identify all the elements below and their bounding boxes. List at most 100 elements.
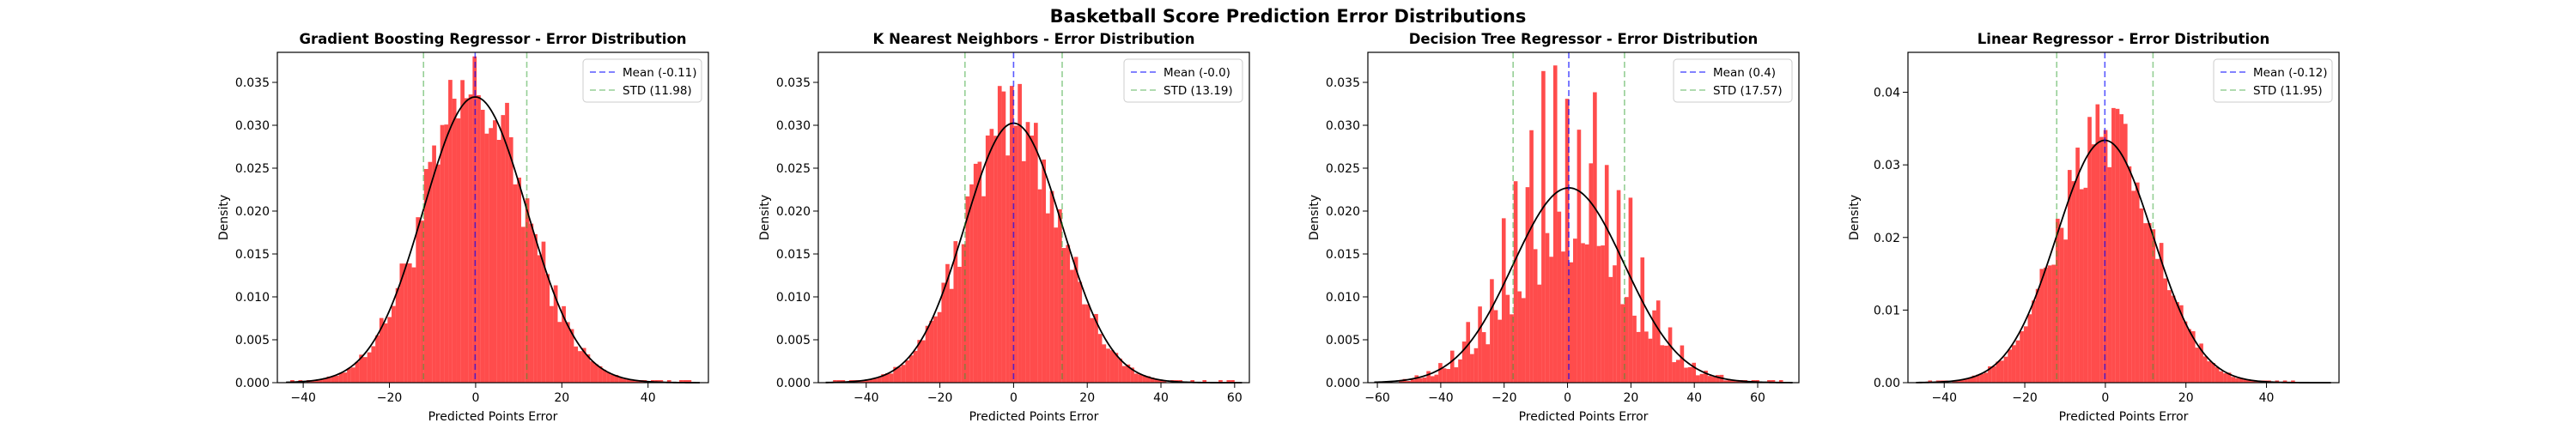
histogram-bar (635, 380, 639, 383)
y-tick-label: 0.04 (1874, 87, 1900, 100)
histogram-bar (2099, 136, 2104, 383)
histogram-bar (1478, 306, 1482, 383)
histogram-bar (1596, 245, 1601, 383)
histogram-bar (1604, 165, 1609, 383)
histogram-bar (1541, 70, 1546, 383)
histogram-bar (2147, 222, 2152, 383)
y-tick-label: 0.010 (235, 291, 270, 305)
histogram-bar (553, 285, 558, 383)
axes-frame (1367, 51, 1800, 384)
histogram-bar (598, 366, 603, 383)
legend-box (582, 58, 702, 103)
histogram-bar (2179, 305, 2184, 383)
histogram-bar (981, 196, 986, 383)
subplot-3: −60 −40 −20 0 20 40 60 0.000 0.005 0.010 0.015 0.02… (1308, 31, 1800, 424)
histogram-bar (1505, 294, 1510, 383)
legend-mean-label: Mean (-0.12) (2253, 66, 2328, 80)
histogram-bar (1778, 380, 1783, 383)
histogram-bar (2039, 269, 2044, 383)
axes-frame (276, 51, 709, 384)
y-tick-label: 0.010 (776, 291, 811, 305)
histogram-bar (1426, 371, 1431, 383)
histogram-bar (2000, 360, 2004, 383)
histogram-bar (326, 376, 331, 383)
x-axis-label: Predicted Points Error (2059, 410, 2189, 424)
histogram-bar (1422, 377, 1427, 383)
histogram-bar (1664, 345, 1668, 383)
histogram-bar (1584, 244, 1589, 383)
histogram-bar (2063, 239, 2068, 383)
histogram-bar (2246, 380, 2251, 383)
histogram-bar (1964, 378, 1968, 383)
histogram-bar (2003, 356, 2008, 383)
histogram-bar (1419, 378, 1423, 383)
histogram-bar (1114, 353, 1119, 383)
histogram-bar (933, 316, 938, 383)
y-axis-label: Density (217, 195, 231, 240)
histogram-bar (1517, 291, 1522, 383)
histogram-bar (496, 140, 501, 383)
histogram-bar (1030, 135, 1034, 384)
legend: Mean (-0.11) STD (11.98) (582, 58, 702, 103)
histogram-bar (1984, 372, 1989, 383)
histogram-bar (1573, 239, 1577, 383)
figure-suptitle: Basketball Score Prediction Error Distri… (1050, 6, 1527, 27)
histogram-bar (833, 380, 837, 383)
histogram-bar (606, 372, 611, 383)
y-axis-label: Density (1848, 195, 1862, 240)
histogram-bar (1996, 361, 2001, 383)
histogram-bar (925, 325, 930, 383)
histogram-bar (2067, 170, 2072, 383)
legend-mean-label: Mean (0.4) (1713, 66, 1776, 80)
y-tick-label: 0.020 (776, 205, 811, 219)
histogram-bar (2115, 108, 2120, 384)
histogram-bar (1481, 332, 1486, 383)
histogram-bar (610, 374, 615, 383)
histogram-bar (1684, 367, 1688, 383)
histogram-bar (1102, 344, 1107, 383)
x-tick-label: −40 (1931, 391, 1957, 405)
histogram-bar (1150, 378, 1155, 383)
histogram-bar (1005, 155, 1010, 383)
histogram-bar (590, 361, 594, 383)
y-tick-label: 0.015 (235, 248, 270, 262)
histogram-bar (1672, 362, 1676, 383)
normal-curve (1374, 187, 1793, 384)
histogram-bar (319, 379, 323, 383)
histogram-bar (1640, 257, 1645, 383)
histogram-bar (533, 233, 538, 383)
histogram-bar (460, 80, 465, 384)
histogram-bar (1656, 300, 1661, 383)
histogram-bar (1636, 331, 1641, 383)
histogram-bar (2071, 181, 2076, 383)
histogram-bar (513, 184, 518, 383)
histogram-bar (435, 164, 440, 383)
subplot-title: Gradient Boosting Regressor - Error Dist… (299, 31, 686, 47)
histogram-bar (545, 274, 550, 383)
subplot-title: Linear Regressor - Error Distribution (1978, 31, 2269, 47)
histogram-bar (1162, 380, 1167, 383)
histogram-bar (1967, 377, 1972, 383)
histogram-bar (2251, 380, 2256, 383)
histogram-bar (501, 115, 506, 384)
histogram-bar (1109, 350, 1115, 383)
histogram-bar (1522, 298, 1526, 383)
histogram-bar (1145, 376, 1151, 383)
x-tick-label: 0 (2101, 391, 2109, 405)
histogram-bar (1449, 350, 1455, 383)
y-tick-label: 0.005 (1326, 334, 1360, 347)
histogram-bar (1058, 208, 1062, 383)
histogram-bar (569, 329, 574, 383)
histogram-bar (877, 377, 882, 383)
histogram-bar (666, 380, 671, 383)
histogram-bar (1493, 310, 1498, 383)
histogram-bar (896, 366, 902, 383)
y-tick-label: 0.025 (235, 162, 270, 176)
histogram-bar (1042, 159, 1047, 383)
y-tick-label: 0.025 (1326, 162, 1360, 176)
normal-curve (286, 96, 700, 384)
histogram-bar (1952, 380, 1956, 383)
histogram-bar (1660, 345, 1665, 383)
histogram-bar (1021, 160, 1026, 383)
histogram-bar (1454, 367, 1459, 383)
